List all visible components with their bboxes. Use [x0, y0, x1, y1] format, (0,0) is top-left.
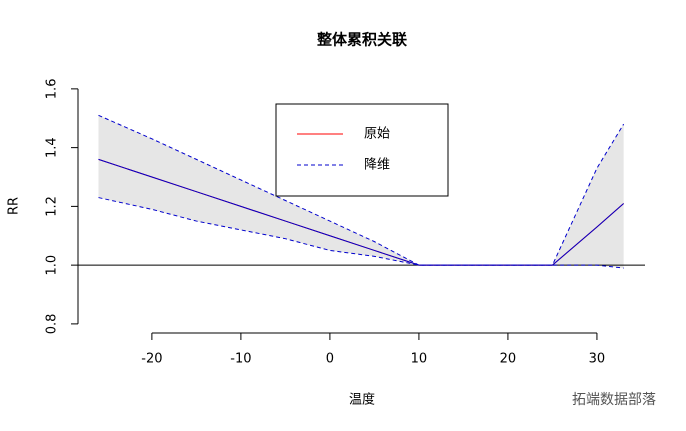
ci-band	[98, 115, 624, 269]
x-axis-label: 温度	[349, 392, 375, 408]
x-tick-label: 10	[411, 352, 428, 367]
legend-label: 降维	[364, 158, 390, 173]
y-axis-label: RR	[7, 197, 22, 215]
y-tick-label: 1.6	[45, 79, 60, 100]
chart-title: 整体累积关联	[317, 31, 408, 49]
x-tick-label: 0	[326, 352, 334, 367]
ci-upper	[98, 114, 625, 266]
x-tick-label: -20	[141, 352, 162, 367]
ci-lower	[98, 197, 624, 269]
y-tick-label: 1.4	[45, 137, 60, 158]
y-tick-label: 1.2	[45, 196, 60, 217]
y-tick-label: 0.8	[45, 314, 60, 335]
y-tick-label: 1.0	[45, 255, 60, 276]
series-line	[98, 158, 624, 266]
watermark: 拓端数据部落	[572, 392, 656, 408]
x-tick-label: 30	[589, 352, 606, 367]
legend-label: 原始	[364, 127, 390, 142]
x-tick-label: -10	[230, 352, 251, 367]
legend-box	[275, 103, 449, 197]
x-tick-label: 20	[500, 352, 517, 367]
